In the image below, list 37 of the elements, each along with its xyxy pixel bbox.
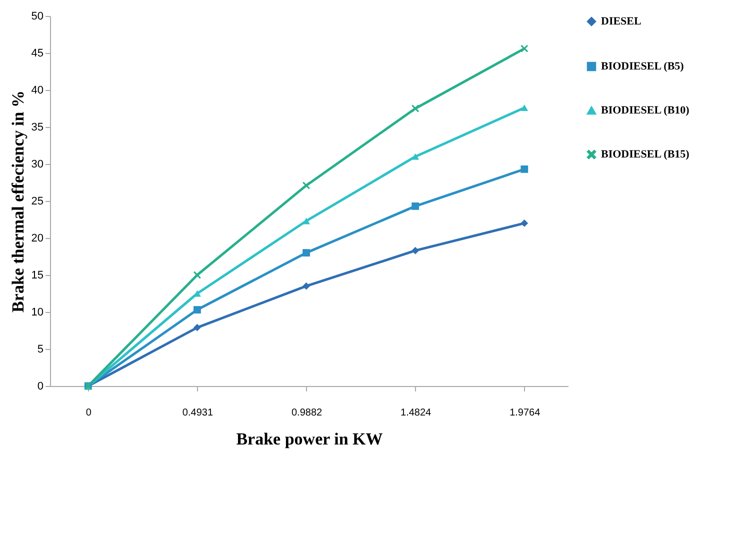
- y-tick-label: 35: [31, 122, 44, 134]
- x-tick-label: 0.4931: [182, 408, 214, 418]
- legend-label: BIODIESEL (B15): [601, 148, 690, 160]
- y-tick-label: 45: [31, 48, 44, 60]
- legend-label: DIESEL: [601, 16, 642, 28]
- legend-label: BIODIESEL (B10): [601, 104, 690, 116]
- point: [412, 202, 420, 210]
- x-tick-label: 1.4824: [400, 408, 432, 418]
- point: [194, 306, 201, 314]
- x-tick-label: 0: [86, 408, 92, 418]
- y-tick-label: 10: [31, 306, 44, 318]
- point: [194, 324, 201, 332]
- point: [520, 219, 528, 227]
- point: [302, 218, 310, 224]
- y-tick-label: 40: [31, 84, 44, 96]
- y-tick-label: 25: [31, 196, 44, 208]
- point: [412, 246, 420, 254]
- y-tick-label: 15: [31, 270, 44, 282]
- y-tick-label: 5: [37, 344, 44, 356]
- point: [520, 44, 528, 52]
- y-tick-label: 50: [31, 10, 44, 22]
- point: [302, 282, 310, 290]
- point: [302, 182, 310, 190]
- y-tick-label: 20: [31, 232, 44, 244]
- x-tick-label: 0.9882: [291, 408, 322, 418]
- y-axis-title: Brake thermal effeciency in %: [8, 90, 28, 312]
- point: [412, 104, 420, 112]
- point: [520, 165, 528, 173]
- point: [302, 249, 310, 257]
- y-tick-label: 0: [37, 380, 44, 392]
- point: [412, 153, 420, 160]
- point: [194, 271, 201, 279]
- legend-label: BIODIESEL (B5): [601, 60, 684, 72]
- point: [520, 104, 528, 111]
- x-axis-title: Brake power in KW: [236, 430, 383, 448]
- y-tick-label: 30: [31, 158, 44, 170]
- x-tick-label: 1.9764: [510, 408, 541, 418]
